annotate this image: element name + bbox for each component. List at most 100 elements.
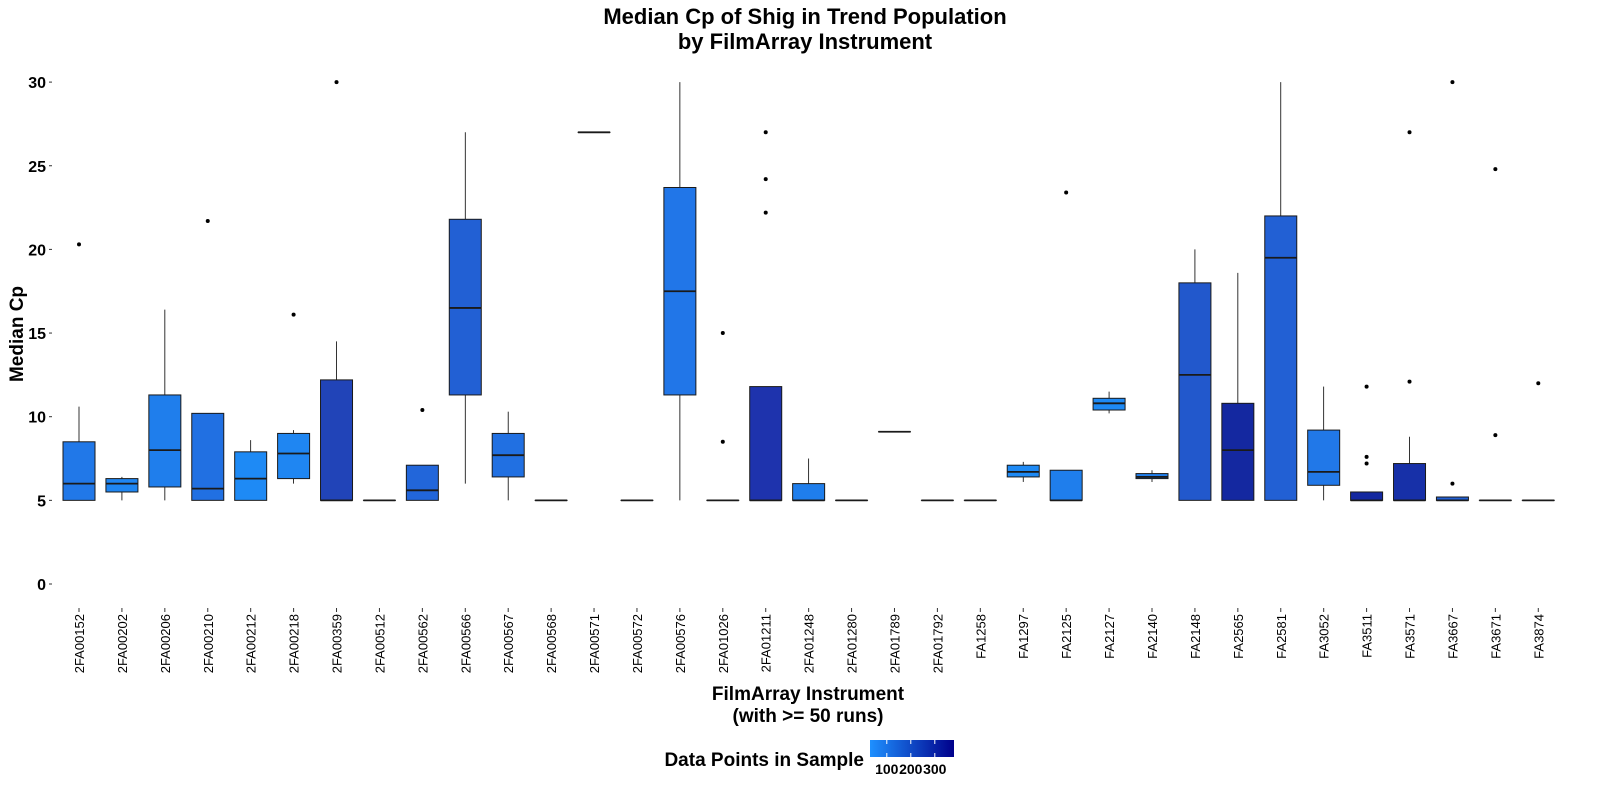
box-body xyxy=(749,386,783,501)
box-2FA00566 xyxy=(448,132,482,484)
x-tick-label: 2FA00202 xyxy=(115,614,130,673)
outlier-point xyxy=(291,312,296,317)
box-2FA01248 xyxy=(792,458,826,502)
box-FA3511 xyxy=(1350,384,1384,502)
box-FA1297 xyxy=(1006,461,1040,482)
box-FA3667 xyxy=(1435,80,1469,502)
box-body xyxy=(405,464,439,501)
chart-title-line-2: by FilmArray Instrument xyxy=(678,29,933,54)
y-tick-label: 0 xyxy=(37,577,46,594)
box-body xyxy=(62,441,96,501)
outlier-point xyxy=(1536,381,1541,386)
x-tick-label: FA2140 xyxy=(1145,614,1160,659)
box-body xyxy=(1049,469,1083,501)
x-tick-label: 2FA00562 xyxy=(415,614,430,673)
y-axis: 0 5 10 15 20 25 30 xyxy=(28,75,52,594)
box-FA3571 xyxy=(1393,130,1427,502)
box-body xyxy=(320,379,354,501)
box-2FA00567 xyxy=(491,411,525,501)
box-body xyxy=(105,478,139,493)
box-2FA00206 xyxy=(148,309,182,501)
x-tick-label: FA2581 xyxy=(1274,614,1289,659)
x-tick-label: 2FA00566 xyxy=(458,614,473,673)
x-tick-label: 2FA01026 xyxy=(716,614,731,673)
box-2FA00359 xyxy=(320,80,354,502)
outlier-point xyxy=(1450,80,1455,85)
color-legend: Data Points in Sample 100 200 300 xyxy=(664,740,954,777)
x-tick-label: FA3874 xyxy=(1531,614,1546,659)
box-FA2565 xyxy=(1221,272,1255,501)
x-axis-title-line-1: FilmArray Instrument xyxy=(712,684,905,705)
x-tick-label: 2FA00571 xyxy=(587,614,602,673)
box-FA3052 xyxy=(1307,386,1341,501)
legend-tick-label: 300 xyxy=(923,761,947,777)
box-2FA00576 xyxy=(663,82,697,501)
x-tick-label: 2FA00576 xyxy=(673,614,688,673)
box-FA2127 xyxy=(1092,391,1126,414)
x-tick-label: 2FA01280 xyxy=(845,614,860,673)
x-tick-label: 2FA00210 xyxy=(201,614,216,673)
box-FA2125 xyxy=(1049,190,1083,502)
x-tick-label: 2FA01248 xyxy=(802,614,817,673)
box-FA2140 xyxy=(1135,470,1169,482)
box-2FA00212 xyxy=(234,440,268,501)
legend-title: Data Points in Sample xyxy=(664,750,864,771)
box-2FA01211 xyxy=(749,130,783,502)
x-tick-label: 2FA00512 xyxy=(372,614,387,673)
outlier-point xyxy=(1064,190,1069,195)
outlier-point xyxy=(420,408,425,413)
box-body xyxy=(234,451,268,501)
y-tick-label: 30 xyxy=(28,75,46,92)
y-tick-label: 15 xyxy=(28,326,46,343)
x-tick-label: FA3511 xyxy=(1360,614,1375,658)
outlier-point xyxy=(77,242,81,247)
box-FA2581 xyxy=(1264,82,1298,501)
legend-tick-label: 200 xyxy=(899,761,923,777)
box-body xyxy=(792,483,826,501)
x-tick-label: FA2565 xyxy=(1231,614,1246,659)
y-tick-label: 10 xyxy=(28,410,46,427)
x-axis-title-line-2: (with >= 50 runs) xyxy=(733,706,884,727)
outlier-point xyxy=(1493,167,1498,172)
outlier-point xyxy=(763,130,768,135)
x-tick-label: FA3671 xyxy=(1488,614,1503,659)
box-body xyxy=(1307,429,1341,486)
box-body xyxy=(1178,282,1212,501)
box-2FA00218 xyxy=(277,312,311,484)
box-FA2148 xyxy=(1178,249,1212,501)
legend-tick-label: 100 xyxy=(875,761,899,777)
x-tick-label: FA1297 xyxy=(1016,614,1031,659)
x-tick-label: 2FA01211 xyxy=(759,614,774,672)
box-2FA01026 xyxy=(706,331,740,502)
x-tick-label: 2FA00359 xyxy=(330,614,345,673)
outlier-point xyxy=(1493,433,1498,438)
x-tick-label: 2FA00572 xyxy=(630,614,645,673)
box-2FA00562 xyxy=(405,408,439,501)
outlier-point xyxy=(1450,481,1455,486)
x-tick-label: 2FA00152 xyxy=(72,614,87,673)
box-body xyxy=(1393,463,1427,501)
x-tick-label: 2FA01792 xyxy=(930,614,945,673)
box-body xyxy=(1350,491,1384,501)
box-body xyxy=(191,412,225,501)
x-tick-label: FA2127 xyxy=(1102,614,1117,659)
outlier-point xyxy=(205,218,210,223)
box-2FA00210 xyxy=(191,218,225,501)
box-2FA00152 xyxy=(62,242,96,501)
box-2FA00202 xyxy=(105,476,139,501)
x-tick-label: 2FA00567 xyxy=(501,614,516,673)
x-tick-label: 2FA00212 xyxy=(244,614,259,673)
x-tick-label: 2FA00568 xyxy=(544,614,559,673)
outlier-point xyxy=(1407,130,1412,135)
outlier-point xyxy=(1407,379,1412,384)
box-FA3671 xyxy=(1478,167,1512,502)
x-tick-label: FA3667 xyxy=(1445,614,1460,659)
x-tick-label: FA2125 xyxy=(1059,614,1074,659)
box-body xyxy=(277,432,311,480)
box-FA3874 xyxy=(1521,381,1555,502)
plot-area xyxy=(62,80,1555,502)
box-body xyxy=(1264,215,1298,501)
outlier-point xyxy=(763,177,768,182)
outlier-point xyxy=(763,210,768,215)
